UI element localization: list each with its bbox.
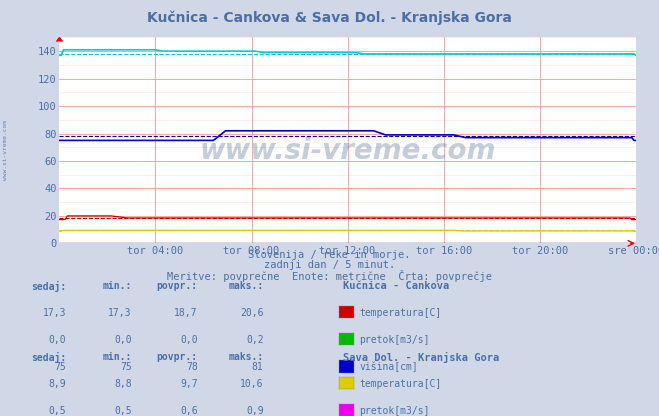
Text: 0,2: 0,2 [246,335,264,345]
Text: 0,5: 0,5 [48,406,66,416]
Text: 0,6: 0,6 [180,406,198,416]
Text: maks.:: maks.: [229,281,264,291]
Text: zadnji dan / 5 minut.: zadnji dan / 5 minut. [264,260,395,270]
Text: 75: 75 [120,362,132,372]
Text: povpr.:: povpr.: [157,281,198,291]
Text: pretok[m3/s]: pretok[m3/s] [359,335,430,345]
Text: 81: 81 [252,362,264,372]
Text: 0,9: 0,9 [246,406,264,416]
Text: Kučnica - Cankova & Sava Dol. - Kranjska Gora: Kučnica - Cankova & Sava Dol. - Kranjska… [147,10,512,25]
Text: 17,3: 17,3 [42,308,66,318]
Text: 8,8: 8,8 [114,379,132,389]
Text: min.:: min.: [102,352,132,362]
Text: Meritve: povprečne  Enote: metrične  Črta: povprečje: Meritve: povprečne Enote: metrične Črta:… [167,270,492,282]
Text: sedaj:: sedaj: [31,352,66,363]
Text: 17,3: 17,3 [108,308,132,318]
Text: sedaj:: sedaj: [31,281,66,292]
Text: 20,6: 20,6 [240,308,264,318]
Text: Sava Dol. - Kranjska Gora: Sava Dol. - Kranjska Gora [343,352,499,363]
Text: 0,0: 0,0 [180,335,198,345]
Text: višina[cm]: višina[cm] [359,362,418,372]
Text: www.si-vreme.com: www.si-vreme.com [3,120,8,180]
Text: Slovenija / reke in morje.: Slovenija / reke in morje. [248,250,411,260]
Text: www.si-vreme.com: www.si-vreme.com [200,137,496,165]
Text: maks.:: maks.: [229,352,264,362]
Text: 18,7: 18,7 [174,308,198,318]
Text: pretok[m3/s]: pretok[m3/s] [359,406,430,416]
Text: temperatura[C]: temperatura[C] [359,308,442,318]
Text: 0,5: 0,5 [114,406,132,416]
Text: 0,0: 0,0 [48,335,66,345]
Text: 8,9: 8,9 [48,379,66,389]
Text: min.:: min.: [102,281,132,291]
Text: 0,0: 0,0 [114,335,132,345]
Text: 75: 75 [54,362,66,372]
Text: 10,6: 10,6 [240,379,264,389]
Text: povpr.:: povpr.: [157,352,198,362]
Text: 9,7: 9,7 [180,379,198,389]
Text: Kučnica - Cankova: Kučnica - Cankova [343,281,449,291]
Text: 78: 78 [186,362,198,372]
Text: temperatura[C]: temperatura[C] [359,379,442,389]
